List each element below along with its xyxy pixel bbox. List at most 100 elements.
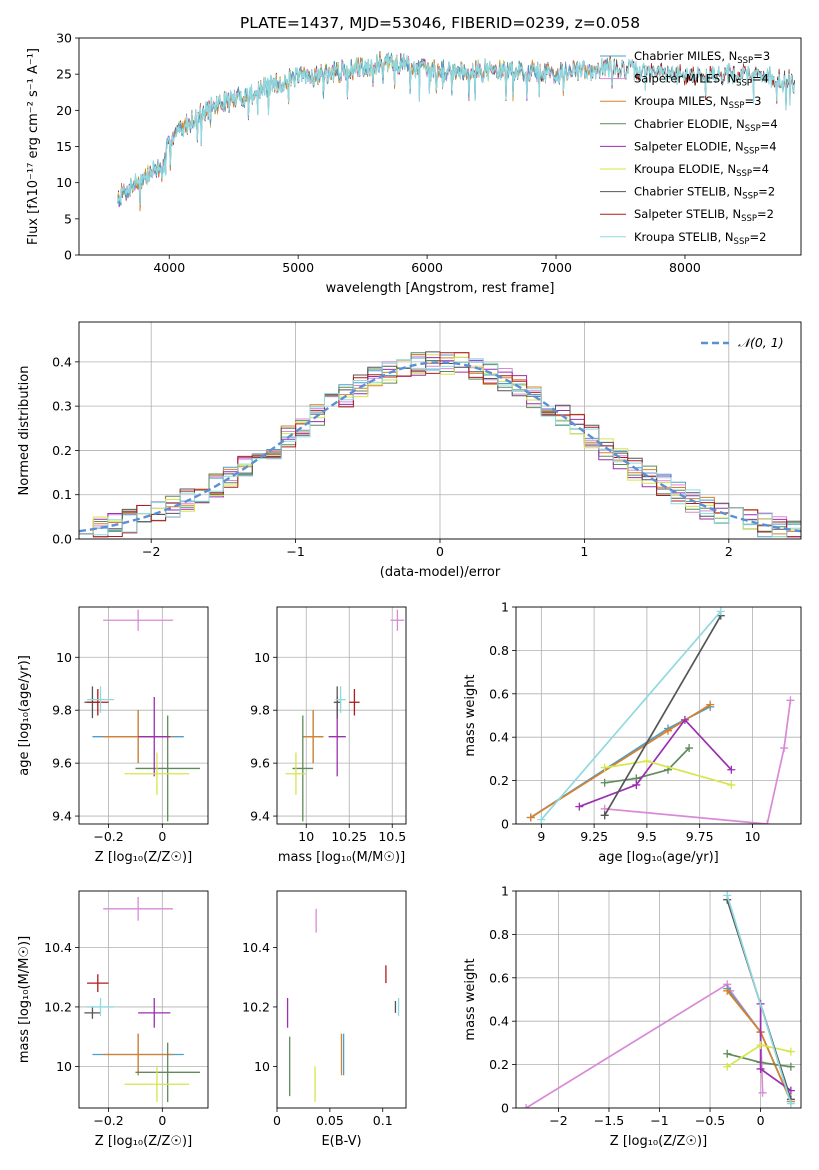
legend-entry: Salpeter STELIB, NSSP=2 bbox=[634, 207, 774, 224]
legend-nssp: 3 bbox=[763, 49, 770, 63]
x-tick-label: −1 bbox=[650, 1113, 668, 1128]
x-tick-label: 9.75 bbox=[686, 829, 714, 844]
weight-line bbox=[603, 615, 722, 816]
weight-marker bbox=[706, 700, 715, 709]
spectrum-line bbox=[117, 53, 796, 206]
error-bar-point bbox=[138, 998, 171, 1028]
x-axis-label: Z [log₁₀(Z/Z☉)] bbox=[610, 1134, 707, 1149]
y-tick-label: 10.2 bbox=[44, 999, 72, 1014]
legend-nssp: 2 bbox=[767, 207, 774, 221]
weight_vs_age-panel: 9 9.25 9.5 9.75 10 0 0.2 0.4 0.6 0.8 1 age [log₁₀(a… bbox=[463, 600, 802, 865]
mass_vs_EBV-panel: 0 0.05 0.1 10 10.2 10.4 E(B-V) bbox=[242, 890, 407, 1149]
error-bar-point bbox=[335, 686, 346, 713]
legend-entry: Salpeter MILES, NSSP=4 bbox=[634, 72, 769, 89]
age_vs_Z-panel: −0.2 0 9.4 9.6 9.8 10 Z [log₁₀(Z/Z☉)] age [log₁… bbox=[17, 606, 209, 865]
weight_vs_age-plot-area bbox=[516, 607, 801, 824]
y-tick-label: 5 bbox=[64, 211, 72, 226]
x-axis-label: age [log₁₀(age/yr)] bbox=[598, 850, 719, 865]
spectrum-plot-area bbox=[117, 51, 796, 212]
y-axis-label: mass [log₁₀(M/M☉)] bbox=[17, 936, 32, 1063]
y-axis-label: mass weight bbox=[463, 674, 478, 756]
weight-marker bbox=[600, 763, 609, 772]
y-tick-label: 0.4 bbox=[52, 354, 72, 369]
weight-marker bbox=[763, 820, 772, 824]
legend-series-name: Chabrier MILES bbox=[634, 49, 721, 63]
error-bar-point bbox=[135, 1042, 200, 1103]
y-tick-label: 0 bbox=[501, 1101, 509, 1116]
legend-series-name: Kroupa STELIB bbox=[634, 230, 718, 244]
histogram-series bbox=[79, 358, 801, 538]
x-tick-label: 8000 bbox=[669, 260, 701, 275]
weight-marker bbox=[723, 986, 732, 995]
x-axis-label: Z [log₁₀(Z/Z☉)] bbox=[95, 850, 192, 865]
axes-frame bbox=[78, 606, 209, 825]
weight-line bbox=[604, 700, 792, 824]
weight-marker bbox=[575, 802, 584, 811]
legend-series-name: Kroupa ELODIE bbox=[634, 162, 720, 176]
y-axis-label: Flux [fλ10⁻¹⁷ erg cm⁻² s⁻¹ A⁻¹] bbox=[26, 48, 41, 245]
residuals-plot-area bbox=[79, 322, 801, 539]
y-tick-label: 10.4 bbox=[242, 940, 270, 955]
mass_vs_Z-plot-area bbox=[79, 891, 208, 1108]
weight-marker bbox=[723, 1049, 732, 1058]
legend-nssp: 3 bbox=[754, 94, 761, 108]
weight-marker bbox=[723, 891, 732, 900]
y-tick-label: 30 bbox=[56, 31, 72, 46]
error-bar-point bbox=[84, 1006, 101, 1019]
weight-line bbox=[540, 610, 722, 821]
y-tick-label: 0 bbox=[501, 817, 509, 832]
y-tick-label: 9.6 bbox=[52, 756, 72, 771]
legend-series-name: Kroupa MILES bbox=[634, 94, 713, 108]
legend-nssp: 2 bbox=[759, 230, 766, 244]
y-tick-label: 0.8 bbox=[489, 927, 509, 942]
y-tick-label: 1 bbox=[501, 600, 509, 615]
x-tick-label: 9.25 bbox=[580, 829, 608, 844]
legend-entry: Chabrier STELIB, NSSP=2 bbox=[634, 185, 775, 202]
figure-title: PLATE=1437, MJD=53046, FIBERID=0239, z=0… bbox=[240, 14, 640, 32]
age_vs_mass-plot-area bbox=[277, 607, 406, 824]
legend-entry: Kroupa ELODIE, NSSP=4 bbox=[634, 162, 769, 179]
weight-marker bbox=[756, 1064, 765, 1073]
y-axis-label: age [log₁₀(age/yr)] bbox=[17, 655, 32, 776]
x-tick-label: 0.1 bbox=[373, 1113, 393, 1128]
y-tick-label: 0.4 bbox=[489, 730, 509, 745]
y-tick-label: 10.2 bbox=[242, 999, 270, 1014]
x-axis-label: E(B-V) bbox=[321, 1134, 361, 1149]
x-tick-label: 0 bbox=[757, 1113, 765, 1128]
weight-marker bbox=[642, 757, 651, 766]
legend-nssp: 4 bbox=[762, 72, 769, 86]
legend-entry: Kroupa MILES, NSSP=3 bbox=[634, 94, 761, 111]
x-tick-label: 10 bbox=[744, 829, 760, 844]
legend-series-name: Salpeter ELODIE bbox=[634, 139, 728, 153]
x-tick-label: 0 bbox=[436, 544, 444, 559]
y-tick-label: 0.2 bbox=[489, 773, 509, 788]
weight-marker bbox=[522, 1104, 531, 1108]
weight-line bbox=[525, 983, 764, 1108]
error-bar-point bbox=[103, 896, 174, 921]
weight-marker bbox=[756, 1041, 765, 1050]
x-tick-label: −0.2 bbox=[93, 829, 123, 844]
legend-entry: Chabrier ELODIE, NSSP=4 bbox=[634, 117, 778, 134]
weight-marker bbox=[632, 780, 641, 789]
legend-entry: Salpeter ELODIE, NSSP=4 bbox=[634, 139, 777, 156]
x-axis-label: mass [log₁₀(M/M☉)] bbox=[278, 850, 405, 865]
x-tick-label: −2 bbox=[549, 1113, 567, 1128]
mass_vs_Z-panel: −0.2 0 10 10.2 10.4 Z [log₁₀(Z/Z☉)] mass [log₁… bbox=[17, 890, 209, 1149]
weight-marker bbox=[685, 744, 694, 753]
residuals-panel: −2 −1 0 1 2 0.0 0.1 0.2 0.3 0.4 (data-model)/error… bbox=[17, 321, 802, 580]
y-tick-label: 0.4 bbox=[489, 1014, 509, 1029]
x-tick-label: 0 bbox=[273, 1113, 281, 1128]
y-tick-label: 9.4 bbox=[250, 809, 270, 824]
weight-marker bbox=[786, 696, 795, 705]
error-bar-point bbox=[138, 696, 171, 777]
x-tick-label: 2 bbox=[725, 544, 733, 559]
error-bar-point bbox=[87, 686, 114, 713]
x-tick-label: 9.5 bbox=[637, 829, 657, 844]
x-tick-label: −0.5 bbox=[695, 1113, 725, 1128]
error-bar-point bbox=[349, 689, 360, 716]
weight-marker bbox=[727, 765, 736, 774]
y-tick-label: 0.1 bbox=[52, 487, 72, 502]
weight-marker bbox=[537, 815, 546, 824]
weight-marker bbox=[786, 1047, 795, 1056]
